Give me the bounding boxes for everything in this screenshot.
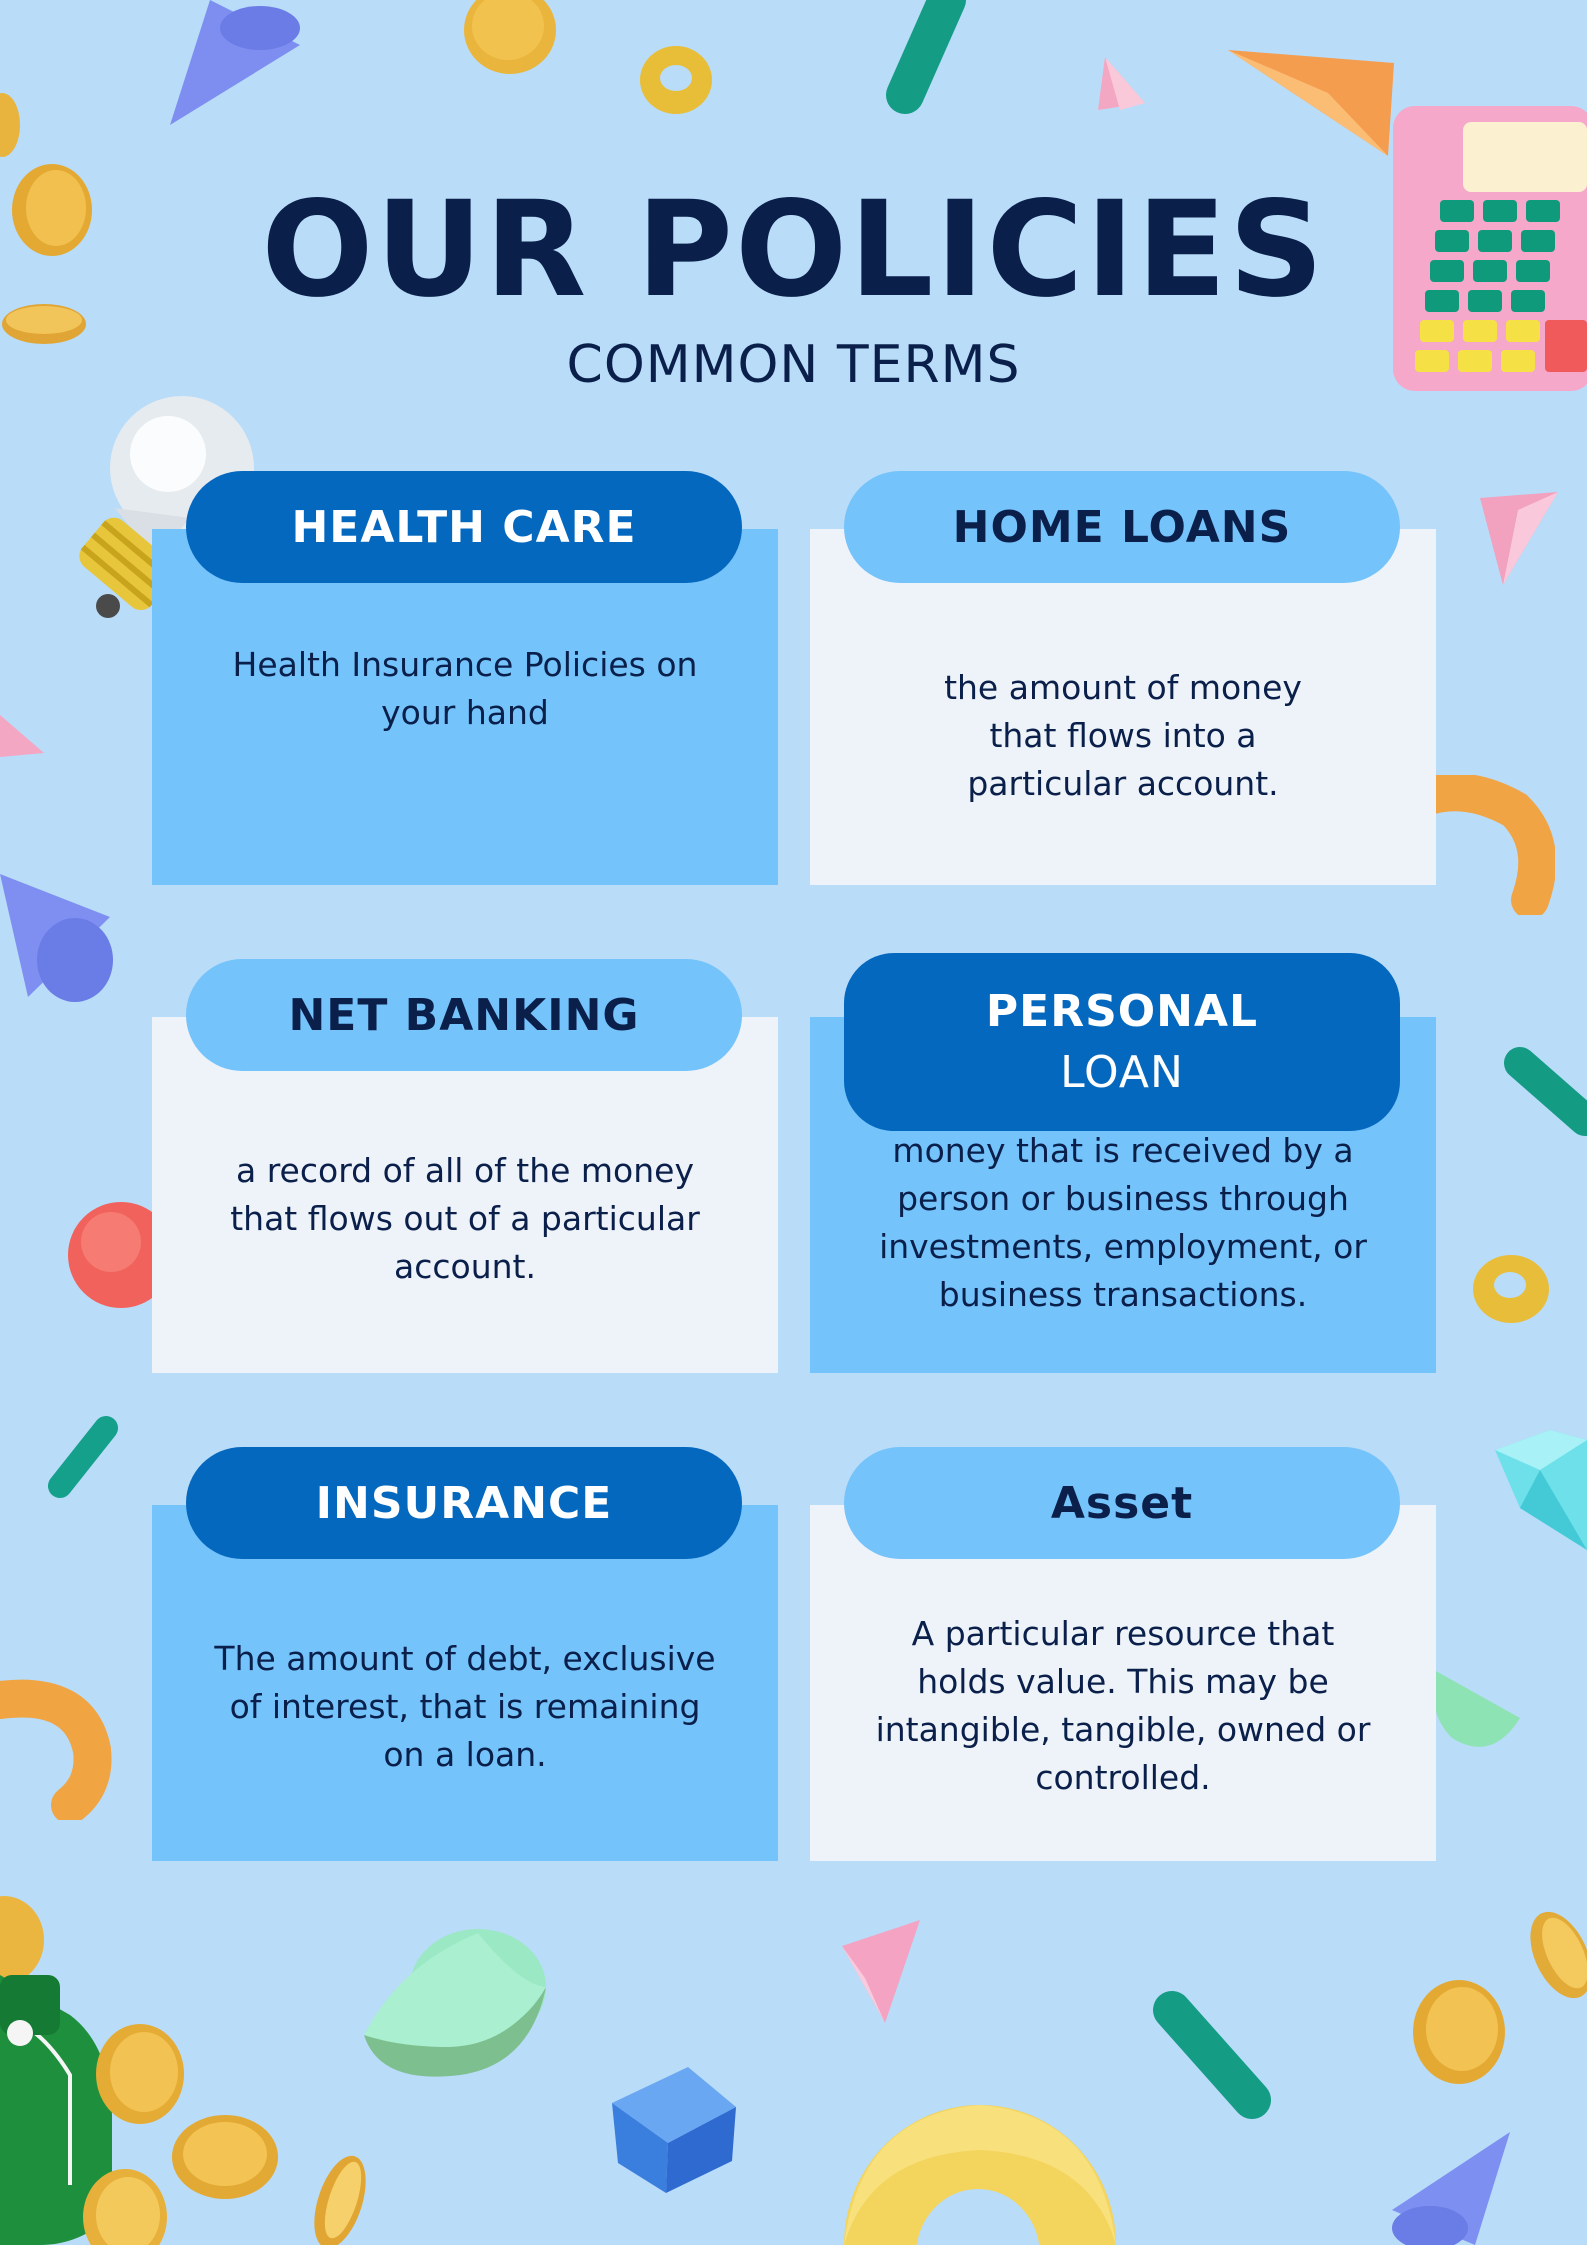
card-heading-line-1: PERSONAL [985, 986, 1259, 1037]
torus-icon [640, 46, 712, 114]
card-description: money that is received by a person or bu… [879, 1131, 1367, 1314]
cone-icon [1392, 2132, 1510, 2245]
policy-card-insurance: INSURANCE The amount of debt, exclusive … [152, 1447, 778, 1861]
coin-icon [464, 0, 556, 74]
cylinder-icon [48, 1416, 118, 1498]
coin-icon [0, 93, 20, 157]
card-description: A particular resource that holds value. … [875, 1614, 1371, 1797]
policy-card-personal-loan: PERSONAL LOAN money that is received by … [810, 953, 1436, 1373]
coin-icon [12, 164, 92, 256]
hemisphere-icon [1432, 1670, 1520, 1747]
policy-card-health-care: HEALTH CARE Health Insurance Policies on… [152, 471, 778, 885]
coin-icon [1530, 1911, 1587, 1999]
coin-icon [1413, 1980, 1505, 2084]
card-heading: HEALTH CARE [186, 471, 742, 583]
torus-icon [1473, 1255, 1549, 1323]
cylinder-icon [1504, 1047, 1587, 1136]
coin-icon [83, 2169, 167, 2245]
card-heading-line-2: LOAN [1060, 1047, 1184, 1098]
coin-icon [2, 304, 86, 344]
policy-card-home-loans: HOME LOANS the amount of money that flow… [810, 471, 1436, 885]
cone-icon [170, 0, 300, 125]
page-title: OUR POLICIES [261, 173, 1326, 327]
card-heading: INSURANCE [186, 1447, 742, 1559]
macaroni-icon [0, 1679, 112, 1820]
card-description: the amount of money that flows into a pa… [944, 668, 1302, 803]
sphere-icon [68, 1202, 174, 1308]
card-description: The amount of debt, exclusive of interes… [214, 1639, 716, 1774]
card-description: a record of all of the money that flows … [230, 1151, 700, 1286]
torus-icon [844, 2105, 1116, 2245]
wallet-icon [0, 1975, 112, 2245]
policy-card-asset: Asset A particular resource that holds v… [810, 1447, 1436, 1861]
coin-icon [96, 2024, 184, 2124]
cylinder-icon [1153, 1991, 1271, 2119]
pyramid-icon [1480, 492, 1558, 585]
pyramid-icon [1098, 57, 1145, 110]
card-description: Health Insurance Policies on your hand [232, 645, 698, 732]
page-subtitle: COMMON TERMS [566, 335, 1021, 395]
paper-plane-icon [1228, 50, 1394, 156]
coin-icon [314, 2155, 366, 2245]
card-heading: HOME LOANS [844, 471, 1400, 583]
coin-icon [172, 2115, 278, 2199]
policy-card-net-banking: NET BANKING a record of all of the money… [152, 959, 778, 1373]
cube-icon [612, 2067, 736, 2193]
pyramid-icon [842, 1920, 920, 2023]
cone-icon [0, 874, 113, 1002]
hemisphere-icon [364, 1929, 546, 2077]
pyramid-icon [0, 715, 44, 757]
cylinder-icon [886, 0, 966, 114]
card-heading: PERSONAL LOAN [844, 953, 1400, 1131]
calculator-icon [1393, 106, 1587, 391]
card-heading: NET BANKING [186, 959, 742, 1071]
gem-icon [1495, 1430, 1587, 1550]
card-heading: Asset [844, 1447, 1400, 1559]
coin-icon [0, 1896, 44, 1984]
